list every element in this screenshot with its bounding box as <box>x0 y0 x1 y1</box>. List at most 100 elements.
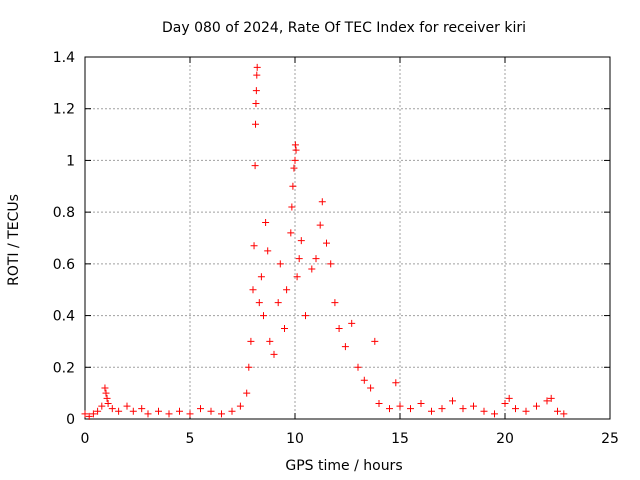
data-point <box>165 410 173 418</box>
data-point <box>331 299 339 307</box>
y-tick-label: 1.2 <box>53 102 75 118</box>
x-tick-label: 25 <box>601 431 619 447</box>
data-point <box>449 397 456 405</box>
data-point <box>228 407 236 415</box>
data-point <box>155 407 162 415</box>
data-point <box>371 337 379 345</box>
data-point <box>274 299 282 307</box>
data-point <box>417 399 425 407</box>
data-point <box>295 255 303 263</box>
data-point <box>292 146 300 154</box>
data-point <box>257 273 265 281</box>
data-point <box>543 397 551 405</box>
data-point <box>291 156 299 164</box>
data-point <box>218 410 225 418</box>
y-tick-label: 0 <box>66 412 75 428</box>
data-point <box>283 286 291 294</box>
data-point <box>251 162 259 170</box>
data-point <box>512 405 519 413</box>
data-point <box>123 402 131 410</box>
data-point <box>89 410 97 418</box>
data-point <box>281 325 288 332</box>
data-point <box>308 265 316 273</box>
data-point <box>245 363 253 371</box>
data-point <box>323 239 330 247</box>
data-point <box>249 286 257 294</box>
data-point <box>276 260 284 268</box>
y-axis-label: ROTI / TECUs <box>6 194 22 286</box>
data-point <box>85 412 93 420</box>
gridlines <box>85 57 610 419</box>
data-point <box>108 405 116 413</box>
data-point <box>252 100 260 108</box>
data-point <box>98 402 106 410</box>
data-point <box>375 399 383 407</box>
data-point <box>407 405 414 413</box>
x-tick-label: 5 <box>186 431 195 447</box>
plot-frame <box>84 56 611 420</box>
data-point <box>501 399 509 407</box>
data-point <box>360 376 368 384</box>
y-axis-ticks: 0 0.2 0.4 0.6 0.8 1 1.2 1.4 <box>53 50 610 428</box>
x-axis-ticks: 0 5 10 15 20 25 <box>81 57 619 447</box>
data-point <box>197 405 204 413</box>
y-tick-label: 0.6 <box>53 257 75 273</box>
data-point <box>302 312 309 320</box>
data-point <box>386 405 393 413</box>
data-point <box>290 164 298 172</box>
y-tick-label: 0.4 <box>53 309 75 325</box>
chart-title: Day 080 of 2024, Rate Of TEC Index for r… <box>162 20 526 36</box>
data-point <box>316 221 324 229</box>
data-point <box>470 402 477 410</box>
data-point <box>255 299 263 307</box>
x-axis-label: GPS time / hours <box>285 458 402 474</box>
data-point <box>115 407 123 415</box>
data-point <box>335 325 343 332</box>
data-point <box>94 407 102 415</box>
data-point <box>367 384 375 392</box>
data-point <box>247 337 255 345</box>
data-point <box>243 389 251 397</box>
data-point <box>266 337 274 345</box>
data-point <box>533 402 540 410</box>
data-point <box>186 410 194 418</box>
data-point <box>505 394 513 402</box>
data-point <box>103 394 111 402</box>
data-point <box>341 343 349 351</box>
data-point <box>327 260 335 268</box>
data-points <box>81 63 568 420</box>
data-point <box>312 255 320 263</box>
data-point <box>252 120 260 128</box>
data-point <box>491 410 498 418</box>
data-point <box>291 141 299 149</box>
data-point <box>236 402 244 410</box>
y-tick-label: 1 <box>66 153 75 169</box>
data-point <box>318 198 326 206</box>
data-point <box>102 389 110 397</box>
data-point <box>547 394 555 402</box>
y-tick-label: 0.8 <box>53 205 75 221</box>
data-point <box>289 182 297 190</box>
x-tick-label: 10 <box>286 431 304 447</box>
data-point <box>348 319 356 327</box>
data-point <box>297 237 305 245</box>
y-tick-label: 0.2 <box>53 360 75 376</box>
data-point <box>207 407 215 415</box>
x-tick-label: 15 <box>391 431 409 447</box>
y-tick-label: 1.4 <box>53 50 75 66</box>
data-point <box>522 407 530 415</box>
data-point <box>554 407 561 415</box>
data-point <box>138 405 146 413</box>
data-point <box>101 384 109 392</box>
data-point <box>252 87 260 95</box>
data-point <box>81 410 89 418</box>
data-point <box>354 363 362 371</box>
data-point <box>428 407 435 415</box>
data-point <box>260 312 267 320</box>
data-point <box>250 242 258 250</box>
data-point <box>392 379 400 387</box>
data-point <box>288 203 296 211</box>
data-point <box>264 247 272 255</box>
data-point <box>480 407 488 415</box>
